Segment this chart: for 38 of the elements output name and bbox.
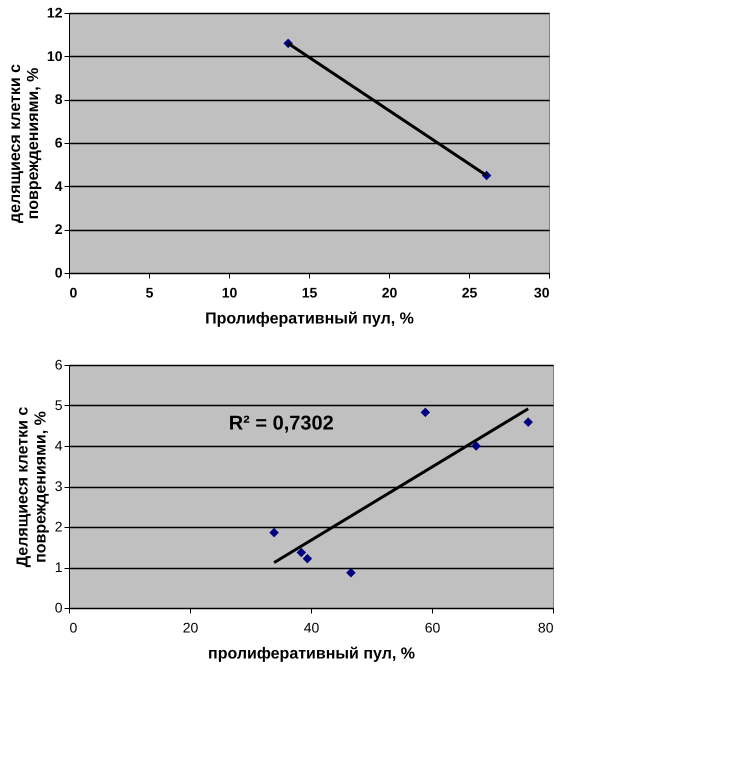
- point: [346, 568, 356, 578]
- y-tick-label: 5: [54, 397, 63, 413]
- point: [471, 441, 481, 451]
- x-tick-label: 80: [538, 620, 554, 636]
- x-tick-label: 5: [146, 284, 154, 300]
- point: [523, 417, 533, 427]
- x-axis-title: Пролиферативный пул, %: [205, 310, 414, 328]
- point: [296, 548, 306, 558]
- x-tick-label: 30: [534, 284, 550, 300]
- point: [269, 528, 279, 538]
- y-tick-label: 8: [54, 91, 63, 108]
- x-tick-label: 0: [70, 620, 78, 636]
- y-axis-title: делящиеся клетки с повреждениями, %: [6, 64, 42, 224]
- y-tick-label: 4: [54, 178, 63, 194]
- point: [302, 554, 312, 564]
- y-tick-label: 1: [54, 559, 63, 575]
- y-tick-label: 10: [46, 48, 63, 64]
- y-tick-label: 6: [54, 356, 63, 372]
- x-axis-title: пролиферативный пул, %: [208, 646, 415, 662]
- x-tick-label: 40: [304, 620, 320, 636]
- y-tick-label: 12: [46, 4, 63, 20]
- x-tick-label: 60: [424, 620, 440, 636]
- y-tick-label: 6: [54, 134, 63, 150]
- x-tick-label: 25: [462, 284, 478, 300]
- y-tick-label: 0: [54, 264, 63, 280]
- annotation: R² = 0,7302: [228, 412, 334, 434]
- x-tick-label: 20: [182, 620, 198, 636]
- x-tick-label: 0: [70, 284, 78, 300]
- x-tick-label: 15: [302, 284, 318, 300]
- y-tick-label: 4: [54, 438, 63, 454]
- y-axis-title: Делящиеся клетки с повреждениями, %: [14, 406, 50, 568]
- y-tick-label: 0: [54, 600, 63, 616]
- y-tick-label: 2: [54, 518, 63, 534]
- x-tick-label: 20: [382, 284, 398, 300]
- point: [420, 408, 430, 418]
- y-tick-label: 2: [54, 221, 63, 238]
- y-tick-label: 3: [54, 478, 63, 494]
- x-tick-label: 10: [222, 284, 238, 300]
